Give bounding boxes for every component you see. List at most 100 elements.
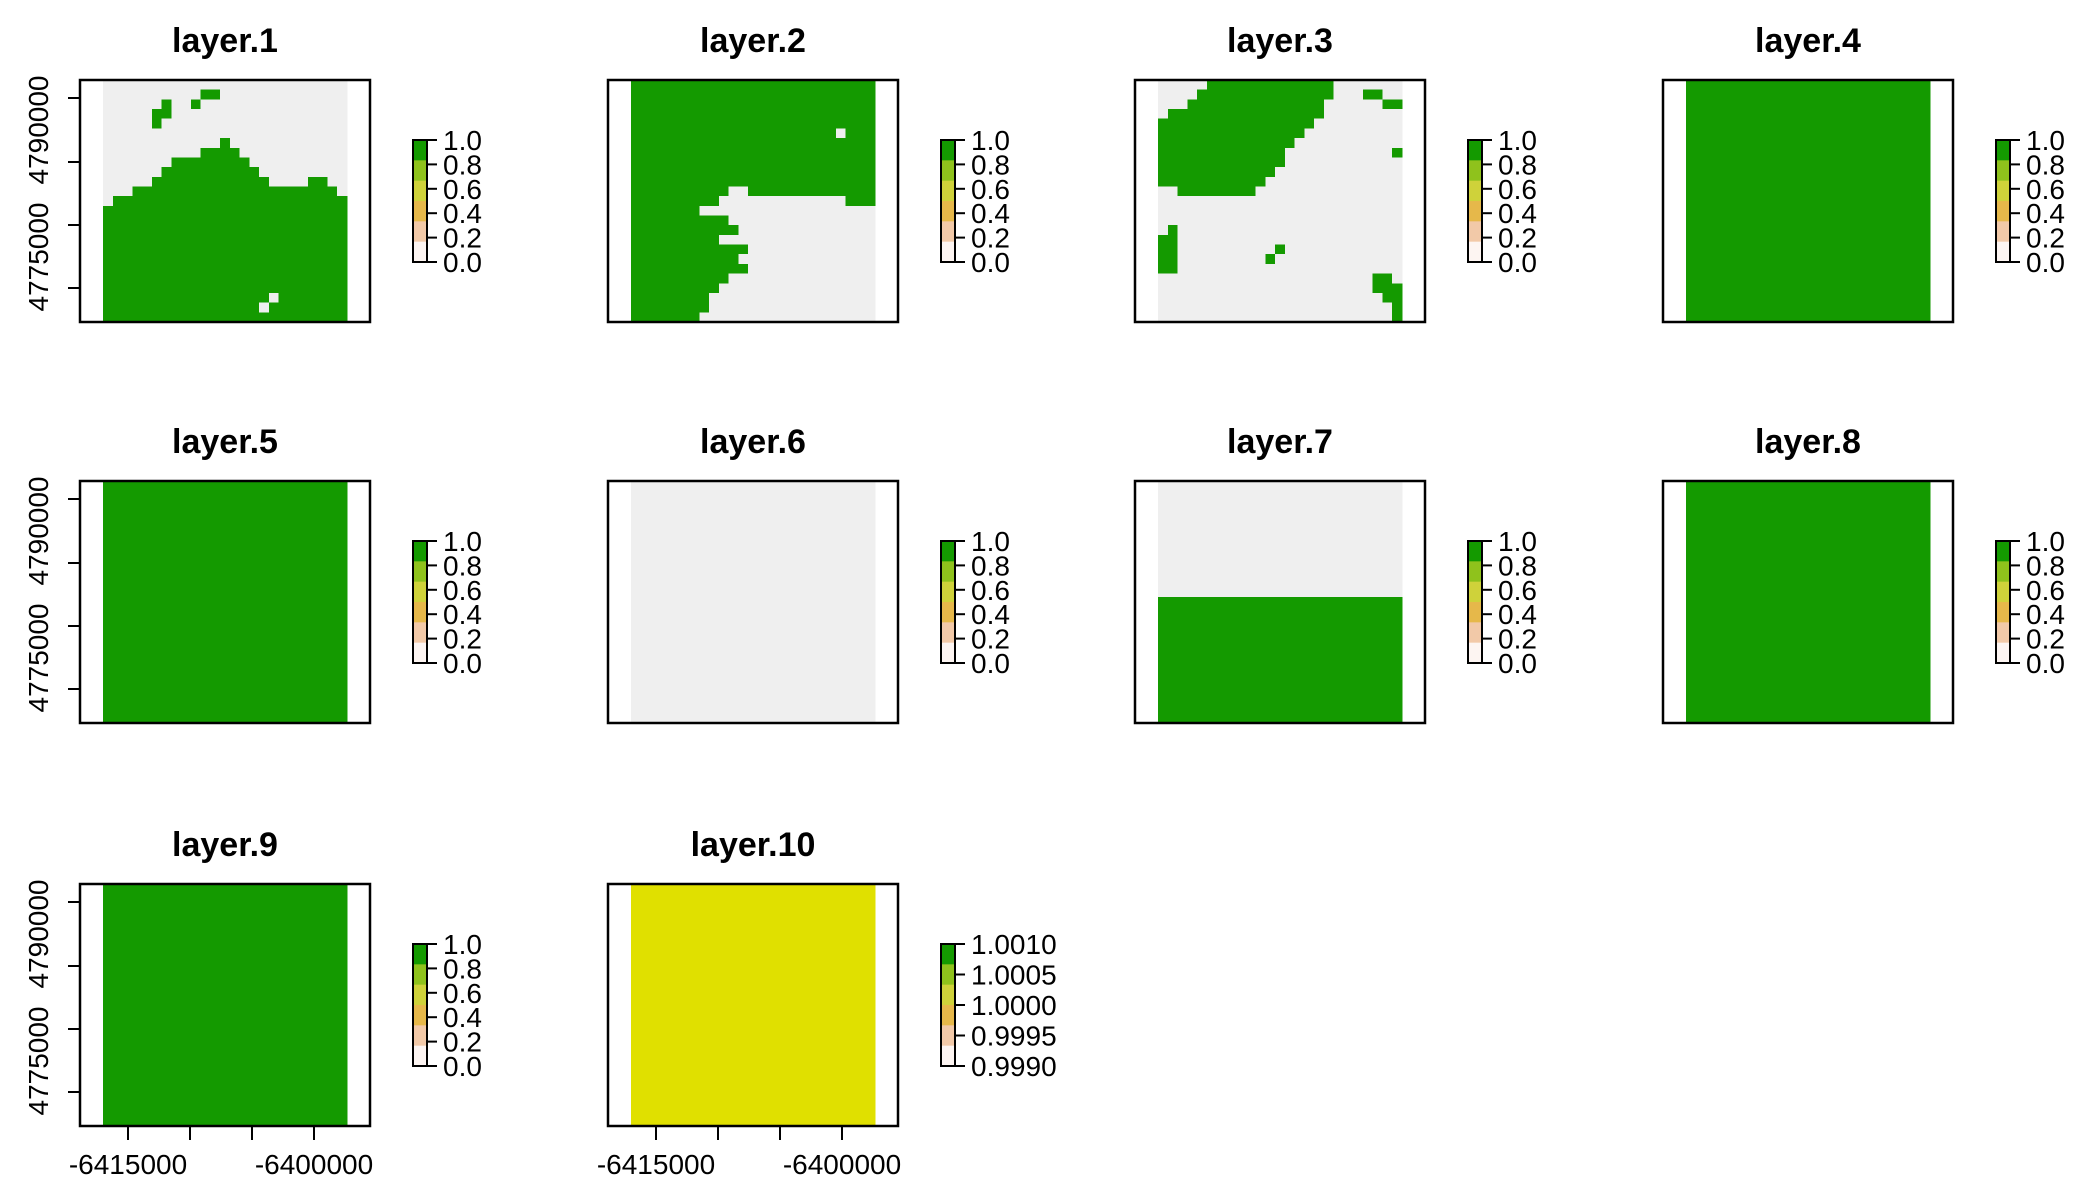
raster-cell xyxy=(670,664,681,676)
raster-cell xyxy=(1842,80,1853,91)
raster-cells xyxy=(631,481,876,724)
raster-cell xyxy=(1245,597,1257,608)
raster-cell xyxy=(259,568,270,579)
raster-cell xyxy=(748,302,759,313)
raster-cell xyxy=(1881,606,1892,618)
raster-cell xyxy=(689,89,700,100)
raster-cell xyxy=(142,147,153,159)
raster-cell xyxy=(1881,616,1892,627)
raster-cell xyxy=(787,196,798,207)
raster-cell xyxy=(1725,510,1736,521)
raster-cell xyxy=(650,99,661,110)
raster-cell xyxy=(151,616,163,627)
raster-cell xyxy=(239,510,250,521)
raster-cell xyxy=(317,558,329,569)
legend-swatch xyxy=(1996,241,2010,263)
raster-cell xyxy=(738,597,749,608)
raster-cell xyxy=(855,684,866,695)
raster-cell xyxy=(268,616,280,627)
raster-cell xyxy=(1265,244,1276,255)
raster-cell xyxy=(855,693,866,705)
raster-cell xyxy=(1236,225,1247,236)
raster-cell xyxy=(689,263,700,275)
raster-cell xyxy=(249,597,260,608)
raster-cell xyxy=(845,616,857,627)
raster-cell xyxy=(640,273,652,284)
raster-cell xyxy=(1705,176,1716,188)
raster-cell xyxy=(132,225,143,236)
raster-cell xyxy=(1392,587,1403,598)
raster-cell xyxy=(1900,626,1912,637)
raster-cell xyxy=(239,481,250,492)
raster-cell xyxy=(1871,510,1882,521)
raster-cell xyxy=(1793,606,1804,618)
raster-cell xyxy=(1881,587,1892,598)
raster-cell xyxy=(181,225,192,236)
raster-cell xyxy=(748,616,759,627)
raster-cell xyxy=(1725,500,1736,511)
raster-cell xyxy=(249,703,260,714)
raster-cell xyxy=(161,597,172,608)
raster-cell xyxy=(718,510,730,521)
raster-cell xyxy=(787,138,798,149)
raster-cell xyxy=(142,510,153,521)
raster-cell xyxy=(1333,645,1345,656)
raster-cell xyxy=(660,548,671,560)
raster-cell xyxy=(1187,713,1198,724)
raster-cell xyxy=(787,118,798,129)
raster-cell xyxy=(1236,89,1247,100)
raster-cell xyxy=(806,244,818,255)
raster-cell xyxy=(1871,548,1882,560)
raster-cell xyxy=(796,109,808,120)
raster-cell xyxy=(1881,147,1892,159)
raster-cell xyxy=(200,539,211,550)
raster-cell xyxy=(1294,138,1305,149)
raster-cell xyxy=(132,167,143,178)
raster-cell xyxy=(835,244,847,255)
raster-cell xyxy=(1362,490,1374,501)
raster-cell xyxy=(640,548,652,560)
raster-cell xyxy=(1871,490,1882,501)
raster-cell xyxy=(200,99,211,110)
raster-cell xyxy=(1275,606,1286,618)
raster-cell xyxy=(171,626,182,637)
raster-cell xyxy=(845,128,857,139)
raster-cell xyxy=(1206,176,1218,188)
raster-cell xyxy=(738,703,749,714)
raster-cell xyxy=(317,147,329,159)
raster-cell xyxy=(679,273,691,284)
raster-cell xyxy=(268,655,280,666)
raster-cell xyxy=(1362,128,1374,139)
raster-cell xyxy=(1333,684,1345,695)
raster-cell xyxy=(122,568,133,579)
raster-cell xyxy=(826,674,837,685)
raster-cell xyxy=(161,529,172,540)
raster-cell xyxy=(1773,215,1785,226)
raster-cell xyxy=(1265,519,1276,530)
raster-cell xyxy=(1177,674,1188,685)
raster-cell xyxy=(1861,510,1873,521)
raster-cell xyxy=(855,157,866,168)
raster-cell xyxy=(1197,606,1208,618)
raster-cell xyxy=(220,703,231,714)
raster-cell xyxy=(181,664,192,676)
raster-cell xyxy=(1372,693,1384,705)
raster-cell xyxy=(640,118,652,129)
raster-cell xyxy=(1392,89,1403,100)
raster-cell xyxy=(1783,273,1794,284)
raster-cell xyxy=(1725,99,1736,110)
raster-cell xyxy=(787,186,798,197)
raster-cell xyxy=(1206,292,1218,304)
raster-cell xyxy=(161,558,172,569)
raster-cell xyxy=(307,176,319,188)
raster-cell xyxy=(249,234,260,246)
raster-cell xyxy=(835,283,847,294)
raster-cell xyxy=(757,196,769,207)
raster-cell xyxy=(1177,577,1188,589)
raster-cell xyxy=(171,205,182,217)
raster-cell xyxy=(748,597,759,608)
raster-cell xyxy=(1910,118,1921,129)
raster-cell xyxy=(845,205,857,217)
raster-cell xyxy=(278,147,290,159)
raster-cell xyxy=(1275,263,1286,275)
